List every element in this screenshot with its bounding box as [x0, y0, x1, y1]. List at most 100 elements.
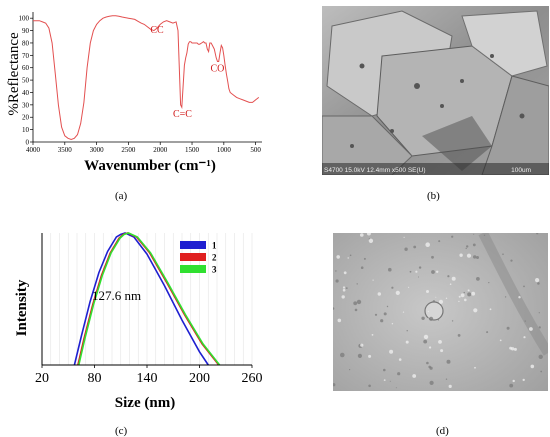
ftir-y-tick-label: 30 — [22, 101, 30, 109]
tem-speck — [536, 233, 539, 235]
tem-speck — [464, 298, 467, 302]
tem-speck — [406, 330, 408, 332]
tem-speck — [438, 340, 442, 344]
ftir-line — [33, 15, 260, 141]
ftir-x-tick-label: 3500 — [58, 146, 73, 154]
tem-speck — [429, 380, 434, 385]
tem-speck — [466, 245, 469, 248]
tem-speck — [383, 312, 387, 316]
ftir-x-tick-label: 3000 — [90, 146, 105, 154]
tem-speck — [333, 307, 335, 310]
tem-speck — [374, 313, 378, 316]
tem-speck — [524, 320, 526, 322]
tem-speck — [449, 283, 452, 285]
tem-speck — [432, 300, 436, 303]
ftir-x-tick-label: 1500 — [185, 146, 200, 154]
tem-speck — [405, 340, 409, 344]
tem-speck — [403, 236, 405, 238]
tem-speck — [388, 267, 392, 272]
tem-speck — [386, 305, 389, 308]
dls-chart: 20 80 140 200 260 1 2 3 127.6 nm Intensity Siz… — [14, 232, 263, 411]
tem-speck — [357, 353, 362, 358]
dls-x-tick-label: 140 — [137, 371, 158, 386]
tem-speck — [529, 327, 533, 331]
tem-speck — [368, 238, 374, 243]
tem-speck — [363, 257, 366, 260]
tem-speck — [342, 288, 346, 292]
tem-speck — [512, 379, 515, 383]
dls-annotation: 127.6 nm — [92, 288, 141, 303]
dls-legend-label: 2 — [212, 253, 217, 263]
ftir-ylabel: %Reflectance — [6, 32, 22, 116]
tem-speck — [389, 380, 391, 382]
tem-speck — [383, 379, 386, 381]
tem-speck — [335, 270, 337, 272]
ftir-series — [33, 15, 260, 141]
dls-ylabel: Intensity — [14, 279, 30, 336]
dls-x-tick-label: 20 — [35, 371, 49, 386]
tem-speck — [467, 289, 470, 292]
tem-speck — [368, 238, 370, 240]
tem-speck — [356, 299, 362, 305]
tem-speck — [418, 276, 419, 278]
tem-speck — [340, 352, 345, 358]
ftir-y-tick-label: 100 — [19, 15, 30, 23]
tem-speck — [446, 359, 451, 364]
tem-speck — [523, 285, 525, 288]
tem-specks — [333, 233, 543, 389]
tem-speck — [440, 349, 444, 353]
tem-speck — [476, 256, 479, 259]
tem-speck — [506, 326, 510, 330]
tem-speck — [451, 276, 456, 281]
tem-speck — [538, 326, 541, 329]
tem-speck — [368, 384, 371, 388]
tem-speck — [523, 336, 526, 339]
dls-legend-swatch — [180, 241, 206, 249]
tem-speck — [391, 323, 394, 325]
ftir-y-tick-label: 20 — [22, 114, 30, 122]
tem-speck — [451, 320, 454, 322]
tem-speck — [457, 334, 461, 337]
tem-speck — [471, 291, 476, 296]
tem-speck — [438, 299, 444, 304]
tem-speck — [425, 242, 430, 247]
tem-speck — [389, 349, 394, 354]
caption-a: (a) — [115, 190, 128, 202]
tem-speck — [460, 293, 465, 298]
dls-legend-swatch — [180, 265, 206, 273]
caption-c: (c) — [115, 425, 128, 437]
dls-series-line — [78, 232, 221, 366]
tem-speck — [451, 235, 454, 238]
tem-speck — [356, 283, 358, 285]
dls-xlabel: Size (nm) — [115, 395, 175, 411]
tem-speck — [448, 384, 452, 388]
tem-speck — [537, 282, 540, 285]
sem-scale-text-b: 100um — [511, 167, 531, 174]
ftir-x-tick-label: 4000 — [26, 146, 41, 154]
tem-speck — [409, 270, 412, 273]
ftir-y-tick-label: 0 — [26, 139, 30, 147]
tem-speck — [347, 257, 349, 259]
tem-speck — [360, 233, 364, 237]
tem-speck — [474, 366, 476, 369]
tem-speck — [445, 297, 448, 299]
tem-speck — [436, 270, 439, 273]
tem-speck — [504, 296, 507, 298]
tem-speck — [540, 370, 543, 373]
ftir-y-tick-label: 90 — [22, 27, 30, 35]
sem-info-bar-b — [322, 163, 549, 175]
ftir-x-tick-label: 500 — [250, 146, 261, 154]
tem-speck — [510, 347, 515, 351]
tem-speck — [336, 255, 340, 259]
ftir-axes — [32, 12, 262, 143]
tem-speck — [538, 312, 540, 314]
tem-speck — [458, 300, 460, 303]
tem-speck — [486, 331, 489, 334]
tem-speck — [476, 277, 480, 281]
dls-series — [73, 232, 221, 366]
tem-speck — [335, 279, 339, 283]
tem-speck — [502, 253, 504, 255]
tem-speck — [513, 347, 517, 351]
dls-x-tick-label: 200 — [189, 371, 210, 386]
tem-speck — [538, 354, 543, 359]
